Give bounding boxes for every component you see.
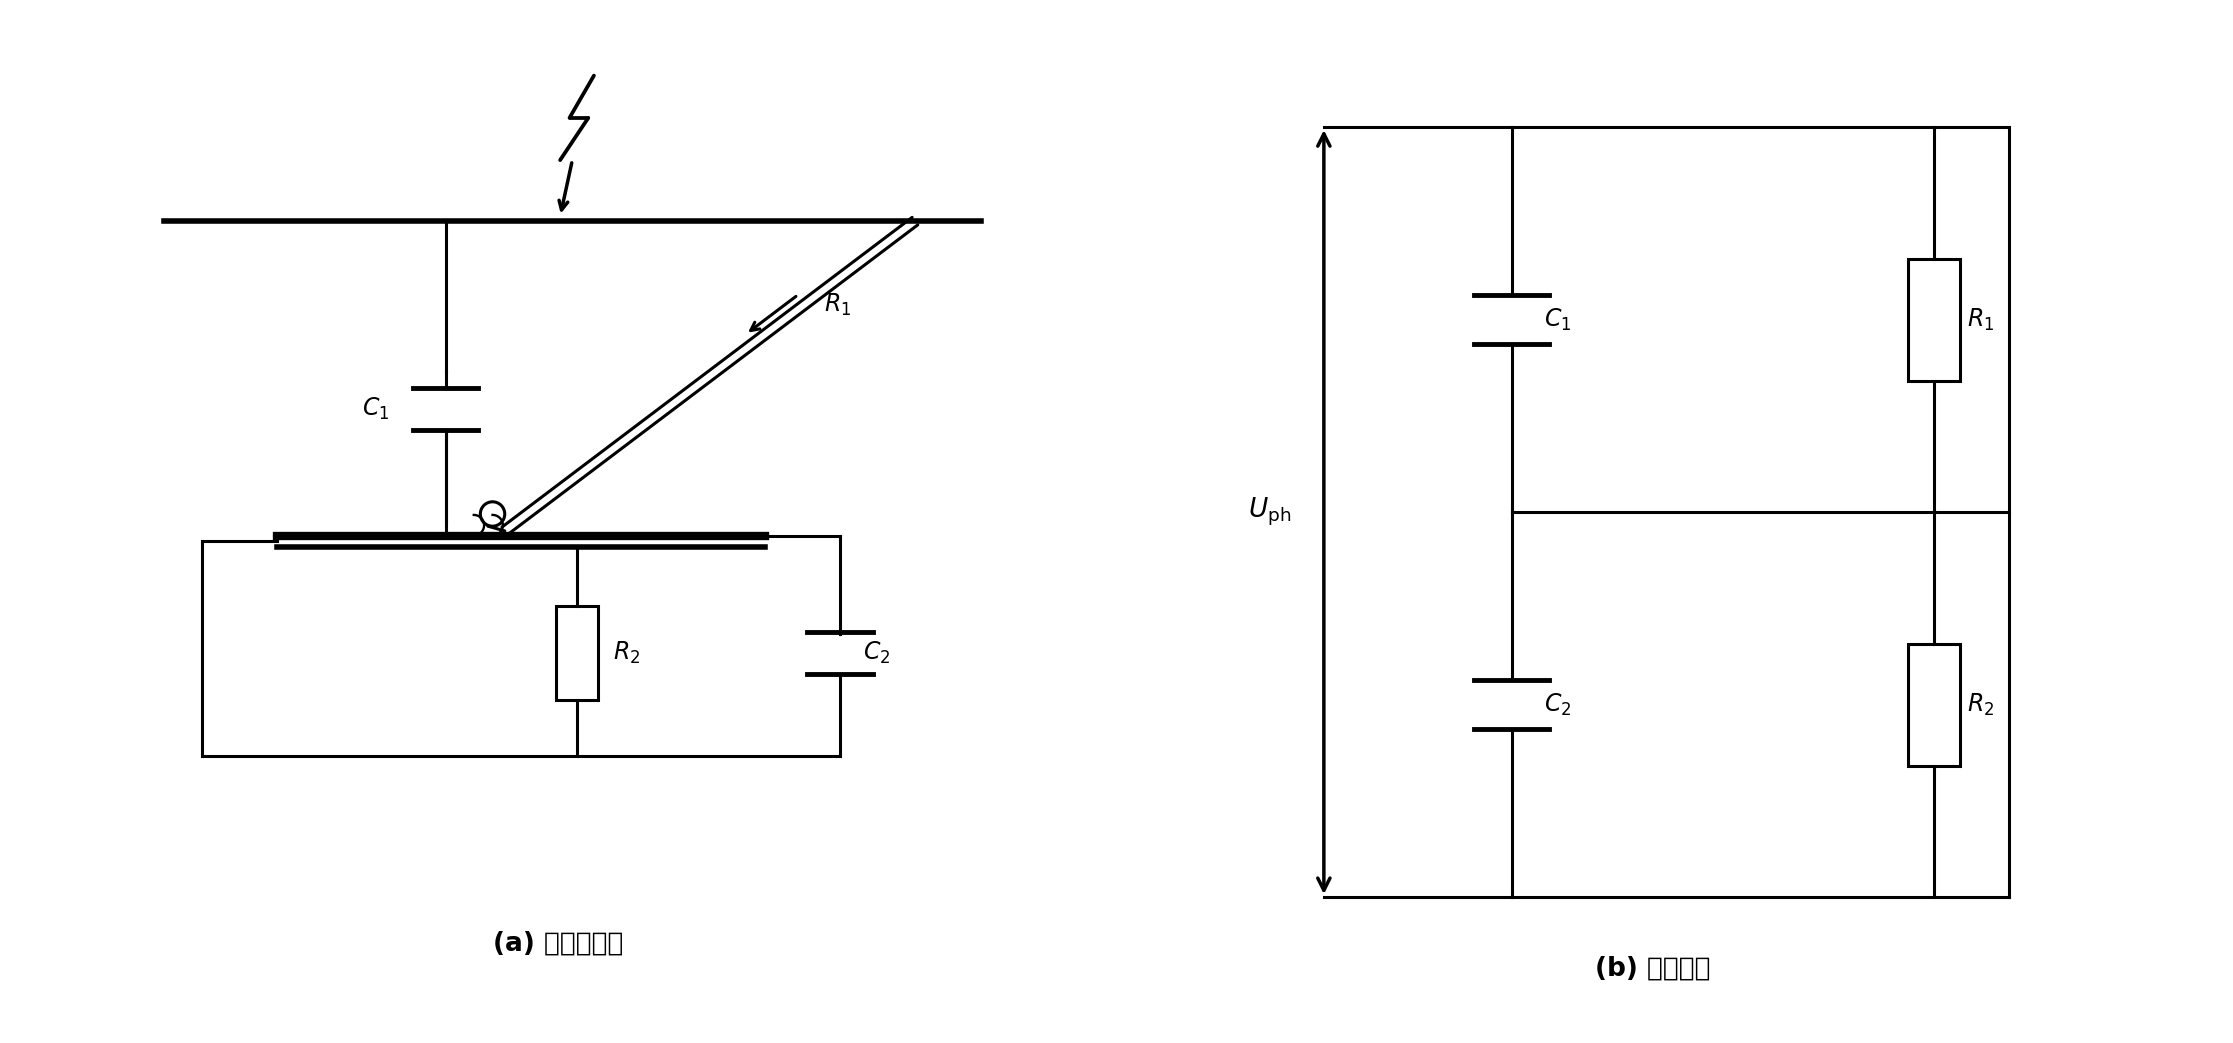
Text: $U_{\rm ph}$: $U_{\rm ph}$ [1248,496,1291,528]
Text: $C_2$: $C_2$ [1545,692,1572,718]
Text: (a) 位置示意图: (a) 位置示意图 [493,931,623,956]
Bar [556,606,598,700]
Bar [1909,644,1961,766]
Text: $C_1$: $C_1$ [362,395,389,422]
Text: $R_2$: $R_2$ [612,639,641,666]
Text: $C_1$: $C_1$ [1545,307,1572,333]
Bar [1909,259,1961,381]
Text: $R_2$: $R_2$ [1967,692,1994,718]
Text: $R_1$: $R_1$ [824,292,851,318]
Text: $R_1$: $R_1$ [1967,307,1994,333]
Text: (b) 等效电路: (b) 等效电路 [1594,955,1710,981]
Text: $C_2$: $C_2$ [864,639,891,666]
